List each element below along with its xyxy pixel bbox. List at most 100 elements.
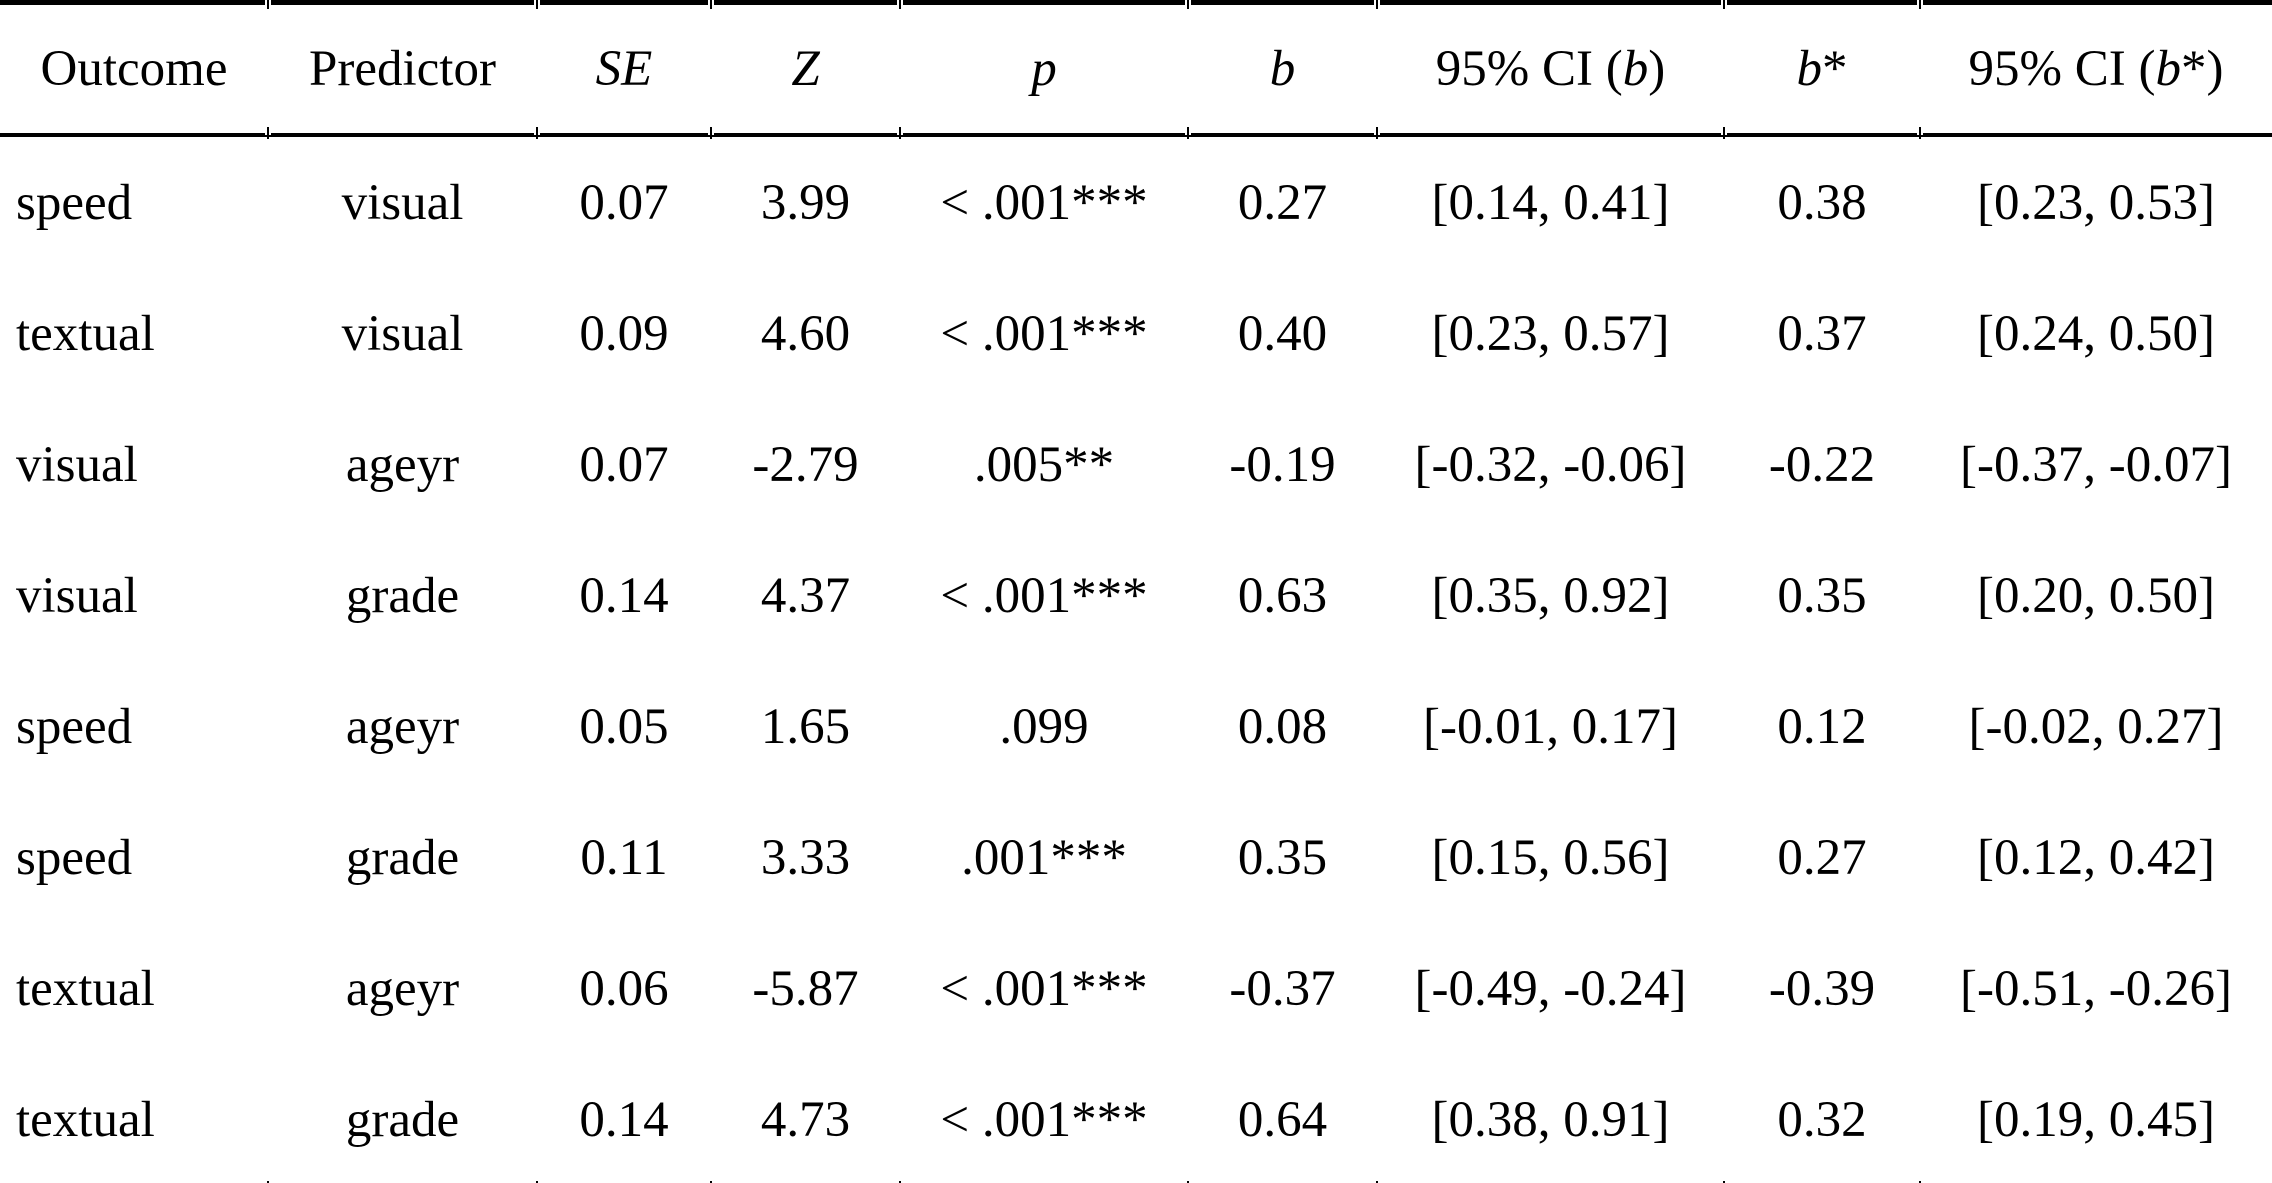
cell-b: 0.40 bbox=[1237, 305, 1328, 362]
cell-border-tick bbox=[1919, 0, 1921, 9]
cell-border-tick bbox=[1187, 127, 1189, 139]
cell-border-tick bbox=[1187, 0, 1189, 9]
cell-z: 4.37 bbox=[760, 567, 851, 624]
cell-p: < .001*** bbox=[940, 305, 1148, 362]
cell-predictor: grade bbox=[345, 567, 460, 624]
cell-ci_b: [-0.32, -0.06] bbox=[1414, 436, 1687, 493]
cell-outcome: textual bbox=[0, 1054, 268, 1183]
header-italic-segment: b bbox=[1796, 41, 1823, 97]
cell-z: 1.65 bbox=[760, 698, 851, 755]
header-segment: Predictor bbox=[309, 41, 496, 97]
col-header-b_star: b* bbox=[1724, 0, 1920, 137]
table-row: speed ageyr 0.05 1.65 .099 0.08 [-0.01, 0.17] 0… bbox=[0, 661, 2272, 792]
cell-b_star: 0.35 bbox=[1777, 567, 1867, 624]
cell-border-tick bbox=[267, 1181, 269, 1183]
cell-border-tick bbox=[899, 1181, 901, 1183]
cell-ci_b: [0.23, 0.57] bbox=[1431, 305, 1670, 362]
cell-outcome: visual bbox=[16, 436, 138, 493]
cell-outcome: textual bbox=[16, 960, 155, 1017]
cell-ci_b_star: [0.19, 0.45] bbox=[1920, 1054, 2272, 1183]
cell-ci_b_star: [0.24, 0.50] bbox=[1977, 305, 2215, 362]
cell-se: 0.07 bbox=[579, 174, 669, 231]
cell-border-tick bbox=[1919, 127, 1921, 139]
cell-predictor: ageyr bbox=[345, 960, 460, 1017]
cell-se: 0.09 bbox=[579, 305, 669, 362]
table-row: textual grade 0.14 4.73 < .001*** 0.64 [0.38, … bbox=[0, 1054, 2272, 1183]
col-header-ci_b: 95% CI (b) bbox=[1377, 0, 1724, 137]
table-row: speed visual 0.07 3.99 < .001*** 0.27 [0.14, 0… bbox=[0, 135, 2272, 268]
cell-b: 0.64 bbox=[1188, 1054, 1377, 1183]
cell-se: 0.07 bbox=[579, 436, 669, 493]
cell-b_star: -0.22 bbox=[1768, 436, 1876, 493]
cell-ci_b_star: [0.12, 0.42] bbox=[1977, 829, 2215, 886]
cell-z: -2.79 bbox=[752, 436, 859, 493]
cell-p: < .001*** bbox=[900, 1054, 1188, 1183]
cell-p: < .001*** bbox=[940, 960, 1148, 1017]
cell-border-tick bbox=[710, 0, 712, 9]
cell-p: .099 bbox=[999, 698, 1089, 755]
table-row: textual visual 0.09 4.60 < .001*** 0.40 [0.23,… bbox=[0, 268, 2272, 399]
cell-b: 0.08 bbox=[1237, 698, 1328, 755]
cell-ci_b: [0.15, 0.56] bbox=[1431, 829, 1670, 886]
cell-ci_b: [-0.49, -0.24] bbox=[1414, 960, 1687, 1017]
cell-z: -5.87 bbox=[752, 960, 859, 1017]
cell-ci_b: [0.14, 0.41] bbox=[1431, 174, 1670, 231]
header-italic-segment: p bbox=[1031, 41, 1057, 97]
cell-ci_b: [0.38, 0.91] bbox=[1377, 1054, 1724, 1183]
col-header-se: SE bbox=[537, 0, 711, 137]
cell-b: 0.63 bbox=[1237, 567, 1328, 624]
cell-p: < .001*** bbox=[940, 567, 1148, 624]
cell-predictor: visual bbox=[341, 305, 464, 362]
cell-z: 4.73 bbox=[711, 1054, 900, 1183]
table-row: visual grade 0.14 4.37 < .001*** 0.63 [0.35, 0… bbox=[0, 530, 2272, 661]
header-segment: * bbox=[1822, 41, 1848, 97]
cell-border-tick bbox=[267, 0, 269, 9]
col-header-b: b bbox=[1188, 0, 1377, 137]
table-row: visual ageyr 0.07 -2.79 .005** -0.19 [-0.32, -… bbox=[0, 399, 2272, 530]
cell-outcome: speed bbox=[16, 698, 133, 755]
cell-ci_b: [0.35, 0.92] bbox=[1431, 567, 1670, 624]
cell-border-tick bbox=[710, 127, 712, 139]
cell-outcome: speed bbox=[16, 829, 133, 886]
cell-border-tick bbox=[267, 127, 269, 139]
cell-border-tick bbox=[899, 0, 901, 9]
header-segment: *) bbox=[2180, 41, 2224, 97]
cell-b_star: 0.12 bbox=[1777, 698, 1867, 755]
cell-border-tick bbox=[536, 127, 538, 139]
col-header-ci_b_star: 95% CI (b*) bbox=[1920, 0, 2272, 137]
header-segment: Outcome bbox=[40, 41, 228, 97]
cell-ci_b_star: [0.23, 0.53] bbox=[1977, 174, 2215, 231]
cell-ci_b: [-0.01, 0.17] bbox=[1423, 698, 1678, 755]
header-italic-segment: b bbox=[2155, 41, 2181, 97]
header-italic-segment: SE bbox=[595, 41, 653, 97]
cell-outcome: textual bbox=[16, 305, 155, 362]
cell-b_star: 0.38 bbox=[1777, 174, 1867, 231]
cell-b: 0.27 bbox=[1237, 174, 1328, 231]
header-segment: 95% CI ( bbox=[1435, 41, 1623, 97]
cell-se: 0.11 bbox=[580, 829, 668, 886]
cell-b_star: -0.39 bbox=[1768, 960, 1876, 1017]
cell-p: .005** bbox=[973, 436, 1115, 493]
cell-outcome: visual bbox=[16, 567, 138, 624]
cell-p: < .001*** bbox=[940, 174, 1148, 231]
table-row: speed grade 0.11 3.33 .001*** 0.35 [0.15, 0.56… bbox=[0, 792, 2272, 923]
cell-border-tick bbox=[1723, 1181, 1725, 1183]
header-segment: 95% CI ( bbox=[1968, 41, 2156, 97]
cell-predictor: ageyr bbox=[345, 436, 460, 493]
cell-border-tick bbox=[1723, 127, 1725, 139]
cell-border-tick bbox=[899, 127, 901, 139]
cell-p: .001*** bbox=[961, 829, 1127, 886]
cell-border-tick bbox=[1187, 1181, 1189, 1183]
cell-border-tick bbox=[1376, 1181, 1378, 1183]
cell-border-tick bbox=[536, 0, 538, 9]
cell-b: -0.37 bbox=[1229, 960, 1336, 1017]
cell-predictor: grade bbox=[345, 829, 460, 886]
cell-predictor: ageyr bbox=[345, 698, 460, 755]
cell-border-tick bbox=[1919, 1181, 1921, 1183]
cell-border-tick bbox=[536, 1181, 538, 1183]
cell-ci_b_star: [-0.02, 0.27] bbox=[1968, 698, 2224, 755]
col-header-z: Z bbox=[711, 0, 900, 137]
cell-ci_b_star: [-0.37, -0.07] bbox=[1960, 436, 2232, 493]
